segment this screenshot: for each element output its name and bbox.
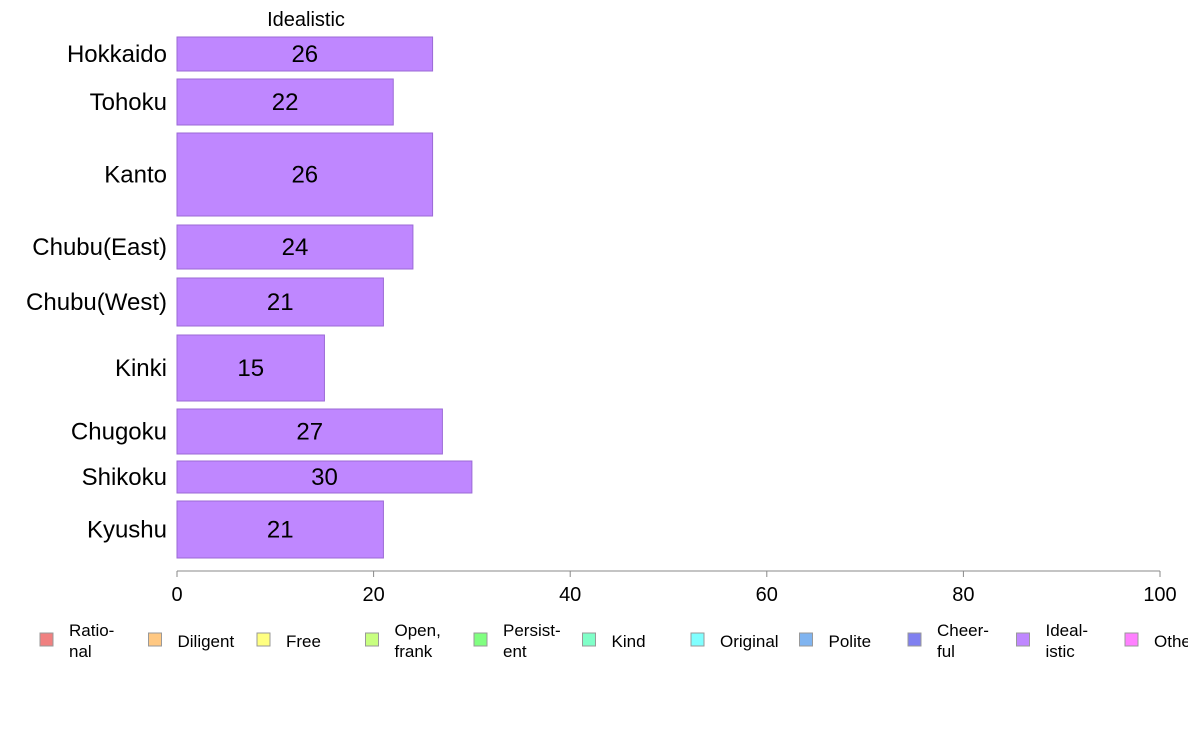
- bar-tohoku: [176, 78, 394, 126]
- legend-label-original: Original: [720, 632, 779, 651]
- category-label: Kyushu: [87, 517, 167, 544]
- bar-kinki: [176, 334, 325, 402]
- legend-swatch-open-frank: [365, 632, 379, 647]
- bar-value-label: 27: [296, 419, 323, 446]
- x-tick-label: 100: [1143, 584, 1176, 606]
- x-tick-label: 20: [362, 584, 384, 606]
- category-label: Chubu(East): [32, 234, 167, 261]
- legend-swatch-ideal-istic: [1016, 632, 1030, 647]
- legend-swatch-cheer-ful: [907, 632, 922, 647]
- x-tick-label: 0: [171, 584, 182, 606]
- legend-label-persist-ent: Persist-ent: [503, 621, 561, 661]
- x-axis: 0 20 40 60 80 100: [171, 570, 1177, 606]
- legend-swatch-free: [256, 632, 271, 647]
- bar-value-label: 30: [311, 464, 338, 491]
- legend-label-ideal-istic: Ideal-istic: [1046, 621, 1089, 661]
- bar-chubu-east: [176, 224, 414, 270]
- bar-value-label: 26: [291, 162, 318, 189]
- bar-hokkaido: [176, 36, 434, 72]
- legend-swatch-persist-ent: [473, 632, 488, 647]
- legend-swatch-other: [1124, 632, 1139, 647]
- x-tick-label: 60: [756, 584, 778, 606]
- category-label: Shikoku: [82, 464, 167, 491]
- category-label: Hokkaido: [67, 41, 167, 68]
- x-tick-label: 80: [952, 584, 974, 606]
- chart-title: Idealistic: [267, 9, 345, 31]
- category-label: Chugoku: [71, 419, 167, 446]
- bar-value-label: 21: [267, 289, 294, 316]
- category-label: Tohoku: [90, 89, 167, 116]
- legend-swatch-polite: [799, 632, 813, 647]
- legend-label-open-frank: Open, frank: [395, 621, 441, 661]
- legend-label-polite: Polite: [829, 632, 872, 651]
- legend-label-free: Free: [286, 632, 321, 651]
- legend-label-kind: Kind: [612, 632, 646, 651]
- legend-swatch-diligent: [148, 632, 162, 647]
- bar-kyushu: [176, 500, 384, 559]
- legend-swatch-original: [690, 632, 705, 647]
- category-label: Chubu(West): [26, 289, 167, 316]
- bar-value-label: 24: [282, 234, 309, 261]
- bar-shikoku: [176, 460, 473, 494]
- bar-kanto: [176, 132, 434, 217]
- legend-label-other: Other: [1154, 632, 1188, 651]
- bar-value-label: 15: [237, 355, 264, 382]
- category-label: Kanto: [104, 162, 167, 189]
- category-label: Kinki: [115, 355, 167, 382]
- bar-chugoku: [176, 408, 443, 455]
- bar-chubu-west: [176, 277, 384, 327]
- bar-value-label: 26: [291, 41, 318, 68]
- legend-label-diligent: Diligent: [178, 632, 235, 651]
- legend-label-ratio-nal: Ratio-nal: [69, 621, 114, 661]
- bar-value-label: 22: [272, 89, 299, 116]
- x-tick-label: 40: [559, 584, 581, 606]
- legend-swatch-ratio-nal: [39, 632, 54, 647]
- bar-value-label: 21: [267, 517, 294, 544]
- legend-swatch-kind: [582, 632, 596, 647]
- legend: Ratio-nal Diligent Free Open, frank Persist-e…: [39, 621, 1188, 661]
- bars-group: 26 Hokkaido 22 Tohoku 26 Kanto 24 Chubu(East) 21…: [26, 36, 473, 559]
- legend-label-cheer-ful: Cheer-ful: [937, 621, 989, 661]
